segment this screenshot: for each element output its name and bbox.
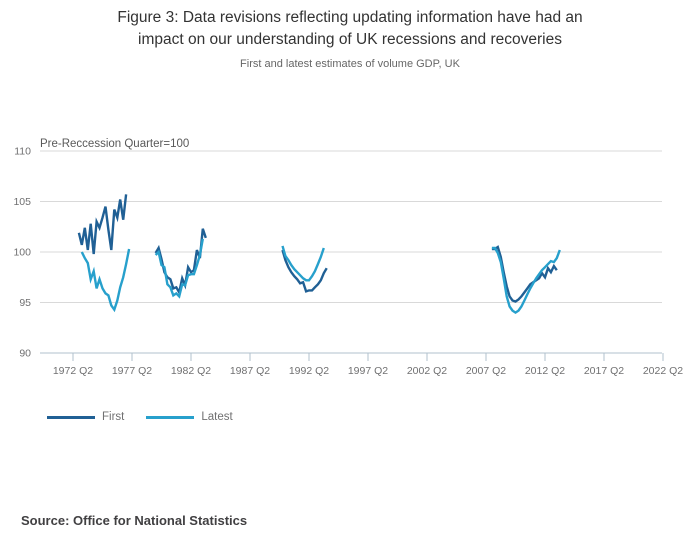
legend-label-first: First [102, 411, 125, 423]
svg-text:2012 Q2: 2012 Q2 [525, 365, 565, 377]
svg-text:1977 Q2: 1977 Q2 [112, 365, 152, 377]
line-latest [80, 248, 131, 313]
svg-text:2002 Q2: 2002 Q2 [407, 365, 447, 377]
line-first [77, 194, 128, 255]
chart-subtitle: First and latest estimates of volume GDP… [240, 58, 460, 70]
line-latest [154, 238, 204, 299]
legend-item-latest: Latest [146, 411, 233, 423]
legend-label-latest: Latest [201, 411, 233, 423]
legend-item-first: First [47, 411, 124, 423]
svg-text:1997 Q2: 1997 Q2 [348, 365, 388, 377]
svg-text:105: 105 [13, 196, 31, 208]
svg-text:2022 Q2: 2022 Q2 [643, 365, 683, 377]
chart-title-line1: Figure 3: Data revisions reflecting upda… [117, 9, 583, 26]
line-latest [491, 246, 561, 315]
svg-text:2007 Q2: 2007 Q2 [466, 365, 506, 377]
svg-text:1992 Q2: 1992 Q2 [289, 365, 329, 377]
chart-title: Figure 3: Data revisions reflecting upda… [0, 7, 700, 51]
svg-text:100: 100 [13, 247, 31, 259]
svg-text:110: 110 [14, 146, 31, 158]
svg-text:1972 Q2: 1972 Q2 [53, 365, 93, 377]
svg-text:1987 Q2: 1987 Q2 [230, 365, 270, 377]
line-latest [281, 245, 325, 282]
line-first [491, 245, 558, 303]
svg-text:2017 Q2: 2017 Q2 [584, 365, 624, 377]
legend-swatch-latest [146, 415, 195, 419]
legend: First Latest [47, 411, 233, 423]
svg-text:Pre-Reccession Quarter=100: Pre-Reccession Quarter=100 [40, 138, 189, 150]
source-note: Source: Office for National Statistics [21, 513, 248, 528]
svg-text:1982 Q2: 1982 Q2 [171, 365, 211, 377]
svg-text:95: 95 [19, 297, 31, 309]
chart-title-line2: impact on our understanding of UK recess… [138, 31, 562, 48]
legend-swatch-first [47, 415, 95, 419]
svg-text:90: 90 [19, 348, 31, 360]
line-first [281, 249, 328, 293]
chart-svg: 110 105 100 95 90 Pre-Reccession Quarter=100 1… [13, 138, 683, 377]
